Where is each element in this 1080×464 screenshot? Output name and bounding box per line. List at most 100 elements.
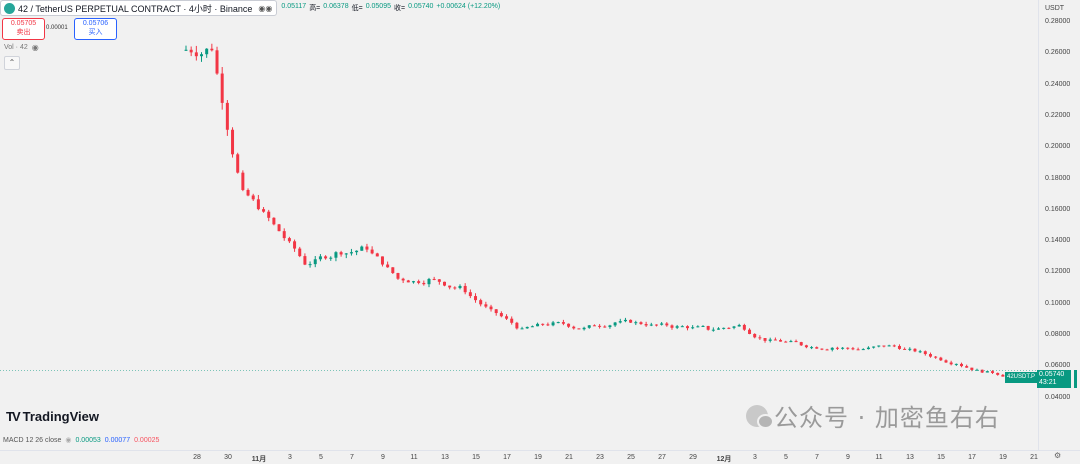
time-tick: 17 <box>503 454 511 461</box>
candle-body <box>650 325 653 326</box>
candle-body <box>262 209 265 212</box>
macd-label: MACD 12 26 close <box>3 437 61 444</box>
candle-body <box>717 328 720 329</box>
candle-body <box>474 296 477 300</box>
price-tag-price-box: 0.05740 43:21 <box>1037 370 1071 388</box>
price-tick: 0.12000 <box>1045 268 1070 275</box>
candle-body <box>345 253 348 254</box>
candle-body <box>469 292 472 296</box>
price-tag-countdown: 43:21 <box>1039 379 1069 387</box>
time-tick: 28 <box>193 454 201 461</box>
candle-body <box>908 349 911 350</box>
candle-body <box>288 238 291 241</box>
time-tick: 19 <box>534 454 542 461</box>
candle-body <box>340 252 343 254</box>
collapse-icon[interactable]: ⌃ <box>4 56 20 70</box>
candle-body <box>350 252 353 253</box>
time-tick: 23 <box>596 454 604 461</box>
candle-body <box>991 371 994 373</box>
candle-body <box>412 281 415 282</box>
price-tick: 0.26000 <box>1045 49 1070 56</box>
candle-body <box>950 362 953 364</box>
candle-body <box>882 346 885 347</box>
time-tick: 7 <box>350 454 354 461</box>
candle-body <box>402 279 405 281</box>
candle-body <box>490 307 493 310</box>
low-value: 0.05095 <box>366 3 391 13</box>
candle-body <box>484 304 487 306</box>
time-tick: 21 <box>1030 454 1038 461</box>
eye-icon[interactable]: ◉ <box>32 43 39 52</box>
buy-button[interactable]: 0.05706 买入 <box>74 18 117 40</box>
macd-value-2: 0.00077 <box>105 437 130 444</box>
candle-body <box>727 328 730 329</box>
time-tick: 25 <box>627 454 635 461</box>
sell-label: 卖出 <box>3 28 44 37</box>
candle-body <box>443 282 446 286</box>
candle-body <box>505 316 508 318</box>
candle-body <box>696 326 699 327</box>
spread-value: 0.00001 <box>46 25 68 31</box>
candle-body <box>572 327 575 329</box>
buy-label: 买入 <box>75 28 116 37</box>
candle-body <box>986 371 989 372</box>
candle-body <box>774 339 777 340</box>
price-tick: 0.24000 <box>1045 81 1070 88</box>
watermark-text: 公众号 · 加密鱼右右 <box>774 398 1000 433</box>
candle-body <box>831 348 834 350</box>
candle-body <box>510 319 513 323</box>
price-tag-bar <box>1074 370 1077 388</box>
price-tick: 0.10000 <box>1045 300 1070 307</box>
candle-body <box>355 251 358 252</box>
candle-body <box>552 322 555 325</box>
candle-body <box>841 348 844 349</box>
candle-body <box>929 354 932 357</box>
candle-body <box>546 324 549 325</box>
candle-body <box>676 326 679 328</box>
candle-body <box>862 349 865 350</box>
candlestick-chart[interactable] <box>0 0 1038 450</box>
candle-body <box>221 74 224 103</box>
tradingview-logo-text: TradingView <box>23 409 99 424</box>
candle-body <box>743 325 746 330</box>
symbol-box[interactable]: 42 / TetherUS PERPETUAL CONTRACT · 4小时 ·… <box>0 0 277 16</box>
sell-button[interactable]: 0.05705 卖出 <box>2 18 45 40</box>
time-tick: 9 <box>381 454 385 461</box>
symbol-title[interactable]: 42 / TetherUS PERPETUAL CONTRACT · 4小时 ·… <box>18 2 252 15</box>
visibility-icon[interactable]: ◉◉ <box>258 4 272 13</box>
macd-eye-icon[interactable]: ◉ <box>65 436 71 444</box>
settings-icon[interactable]: ⚙ <box>1054 451 1061 460</box>
candle-body <box>459 286 462 288</box>
macd-legend[interactable]: MACD 12 26 close ◉ 0.00053 0.00077 0.000… <box>3 436 159 444</box>
candle-body <box>851 348 854 349</box>
close-label: 收= <box>394 3 405 13</box>
candle-body <box>753 334 756 337</box>
candle-body <box>200 54 203 56</box>
change-value: +0.00624 (+12.20%) <box>436 3 500 13</box>
candle-body <box>758 337 761 338</box>
candle-body <box>195 52 198 56</box>
candle-body <box>888 345 891 346</box>
candle-body <box>303 256 306 265</box>
candle-body <box>396 273 399 279</box>
candle-body <box>603 327 606 328</box>
tradingview-logo[interactable]: TV TradingView <box>6 409 99 424</box>
candle-body <box>893 345 896 346</box>
candle-body <box>541 324 544 325</box>
price-tick: 0.14000 <box>1045 237 1070 244</box>
current-price-tag: 42USDT.P 0.05740 43:21 <box>1005 370 1077 388</box>
candle-body <box>185 50 188 51</box>
time-tick: 11 <box>875 454 882 461</box>
candle-body <box>639 322 642 324</box>
candle-body <box>557 322 560 323</box>
time-tick: 7 <box>815 454 819 461</box>
candle-body <box>526 327 529 328</box>
candle-body <box>371 250 374 254</box>
candle-body <box>634 322 637 323</box>
candle-body <box>583 328 586 329</box>
volume-indicator-label[interactable]: Vol · 42 ◉ <box>4 43 39 52</box>
open-value: 0.05117 <box>281 3 306 13</box>
candle-body <box>955 364 958 365</box>
time-tick: 5 <box>319 454 323 461</box>
